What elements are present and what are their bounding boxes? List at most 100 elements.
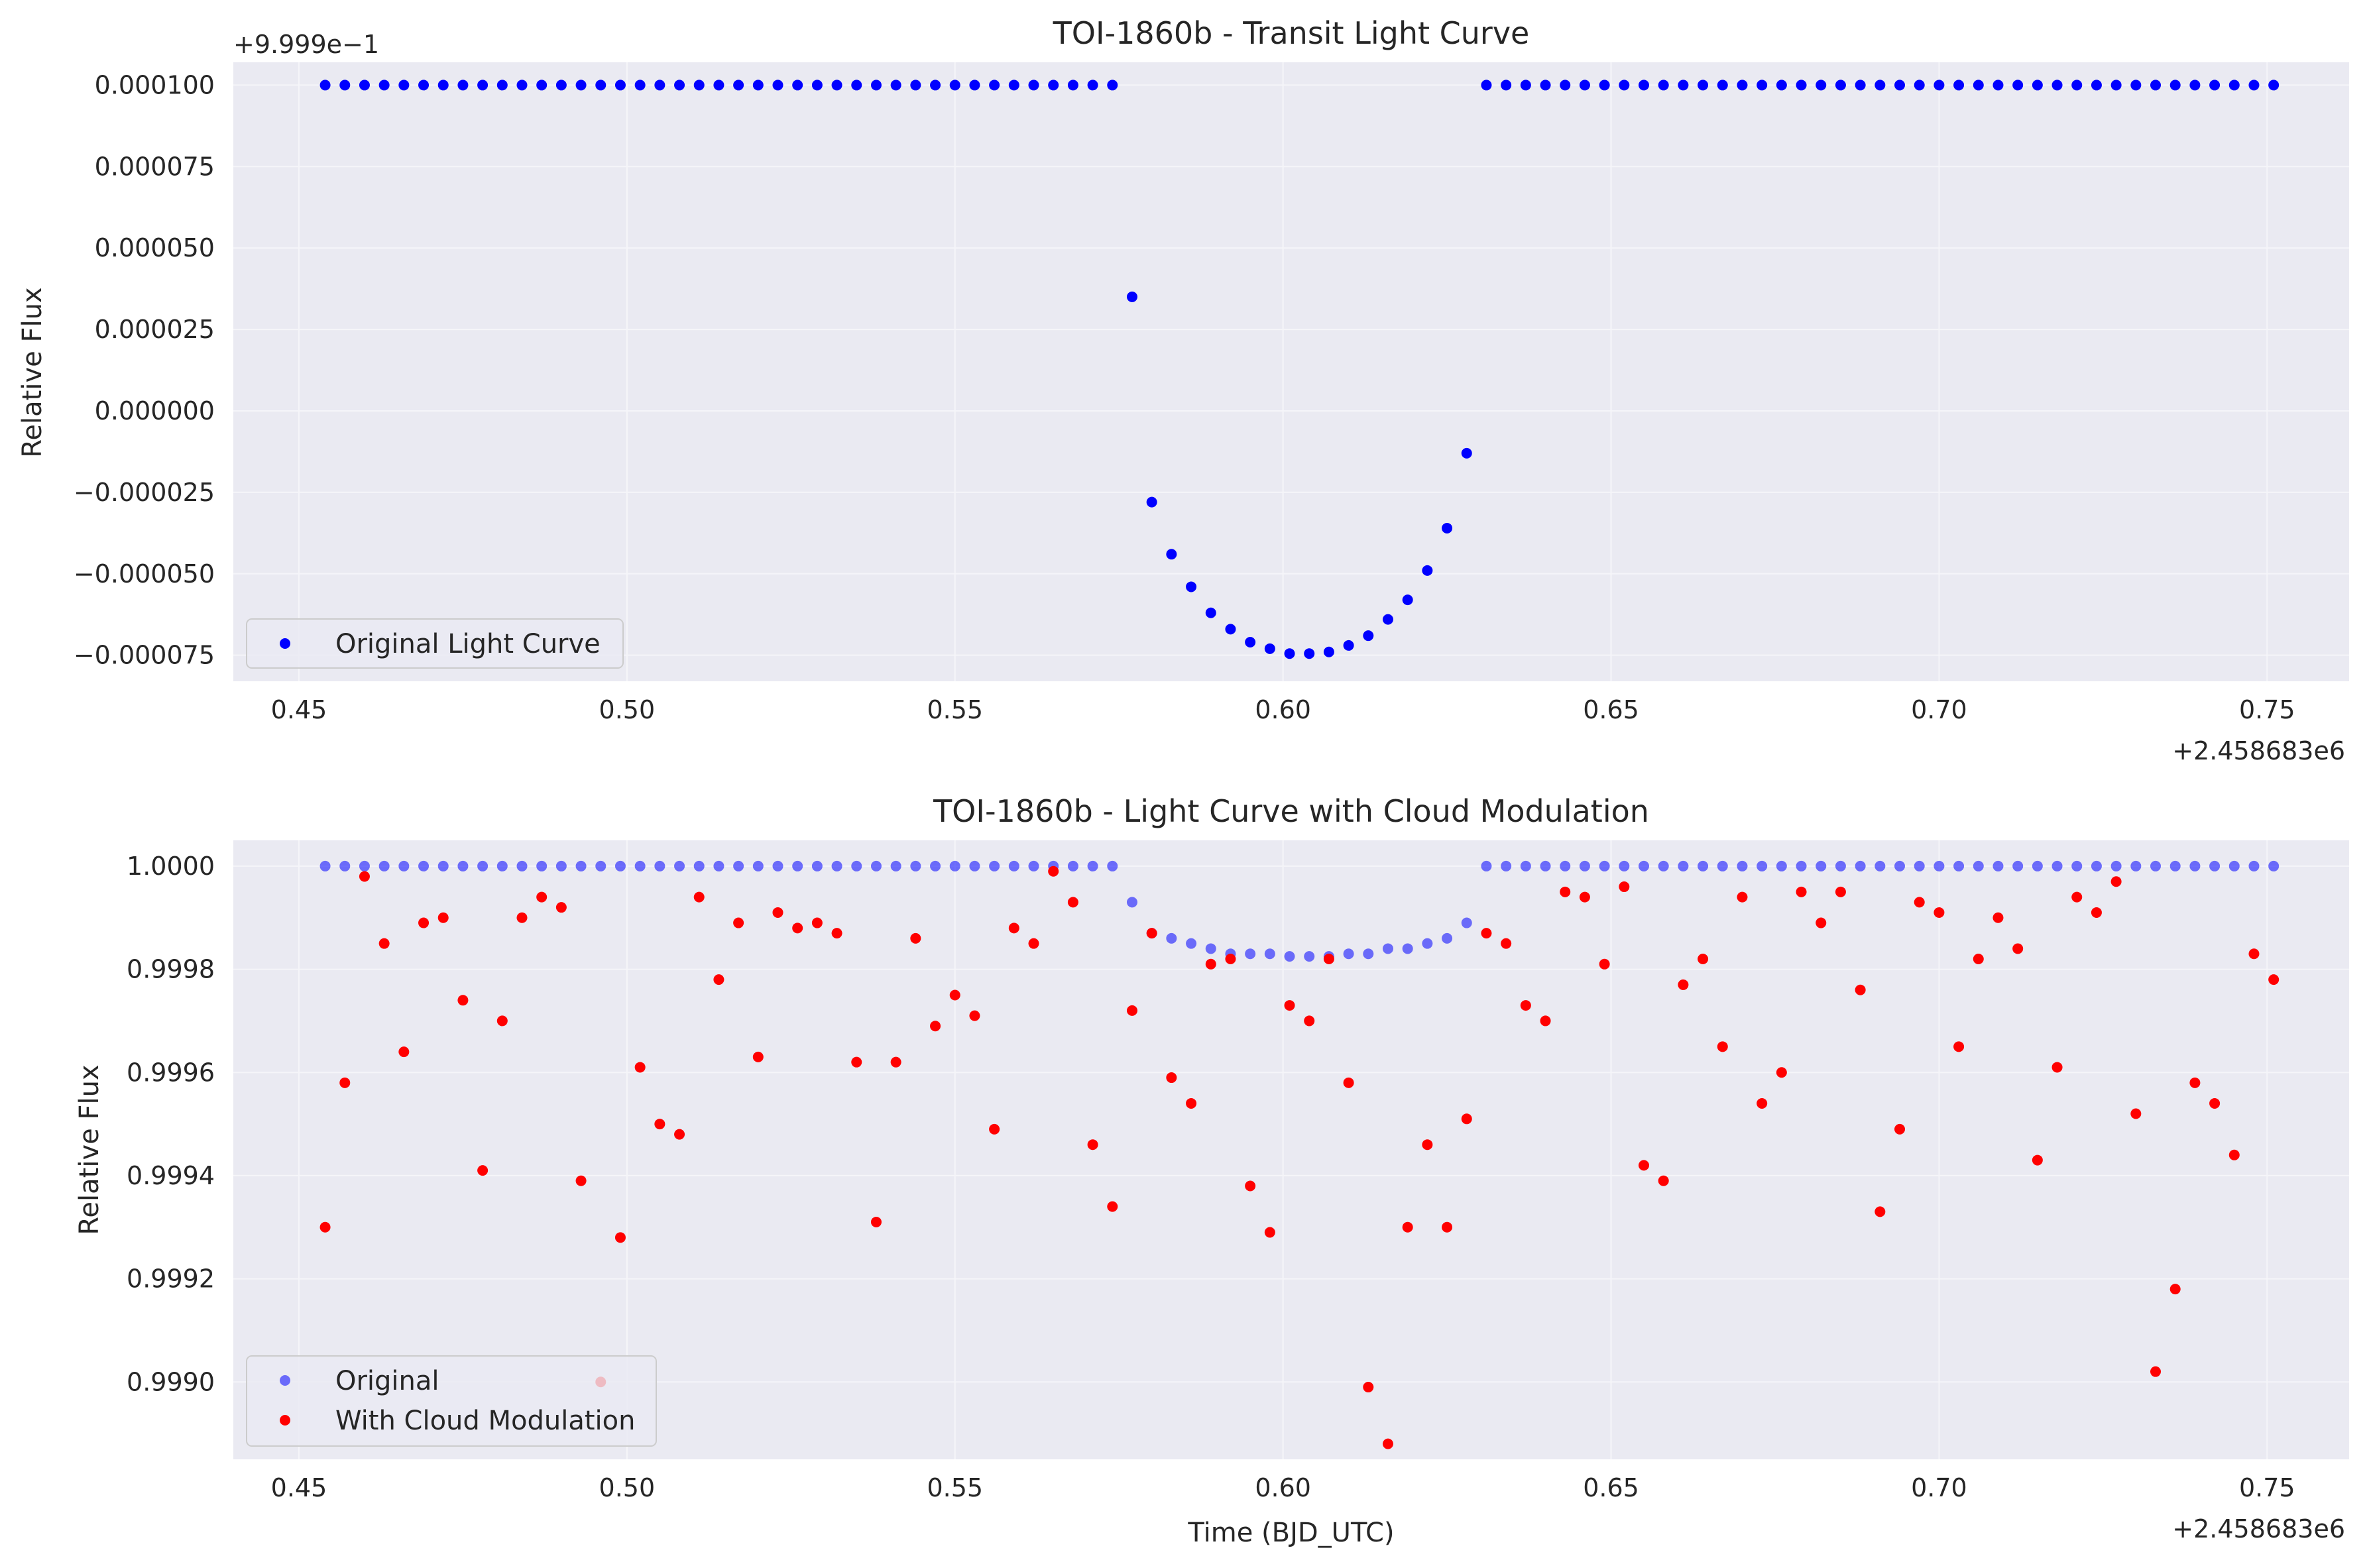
data-point — [1639, 1160, 1649, 1171]
data-point — [516, 912, 528, 923]
data-point — [831, 80, 842, 91]
data-point — [2248, 948, 2260, 960]
data-point — [1757, 1097, 1768, 1109]
data-point — [1107, 860, 1118, 871]
data-point — [831, 928, 842, 939]
data-point — [1796, 80, 1807, 91]
data-point — [1560, 860, 1571, 871]
y-tick-label: −0.000025 — [74, 478, 215, 507]
data-point — [2051, 80, 2063, 91]
y-tick-label: 0.9990 — [127, 1367, 215, 1396]
data-point — [1560, 80, 1571, 91]
data-point — [1363, 948, 1374, 960]
data-point — [1992, 912, 2004, 923]
data-point — [2189, 860, 2201, 871]
legend-marker — [280, 638, 290, 649]
data-point — [418, 80, 430, 91]
data-point — [2209, 80, 2221, 91]
data-point — [969, 80, 980, 91]
data-point — [1757, 860, 1768, 871]
data-point — [1501, 860, 1512, 871]
data-point — [1953, 1041, 1965, 1052]
data-point — [2091, 860, 2102, 871]
data-point — [1540, 1015, 1551, 1027]
data-point — [2012, 943, 2024, 954]
data-point — [1264, 1227, 1275, 1238]
data-point — [2051, 860, 2063, 871]
data-point — [398, 860, 410, 871]
data-point — [1402, 594, 1413, 606]
data-point — [772, 860, 783, 871]
data-point — [1067, 80, 1078, 91]
data-point — [339, 1077, 351, 1088]
data-point — [595, 860, 606, 871]
legend: Original With Cloud Modulation — [246, 1355, 657, 1447]
data-point — [1816, 917, 1827, 928]
data-point — [1992, 80, 2004, 91]
data-point — [1540, 860, 1551, 871]
data-point — [575, 1175, 587, 1186]
data-point — [831, 860, 842, 871]
data-point — [1934, 907, 1945, 918]
data-point — [1422, 565, 1433, 576]
data-point — [1894, 1123, 1906, 1135]
data-point — [969, 1010, 980, 1021]
data-point — [674, 860, 685, 871]
data-point — [496, 860, 508, 871]
data-point — [733, 917, 744, 928]
data-point — [772, 907, 783, 918]
data-point — [1245, 637, 1256, 648]
data-point — [811, 860, 823, 871]
data-point — [555, 80, 567, 91]
data-point — [792, 80, 803, 91]
data-point — [949, 989, 960, 1001]
data-point — [772, 80, 783, 91]
data-point — [2268, 974, 2280, 985]
data-point — [1501, 80, 1512, 91]
data-point — [733, 860, 744, 871]
data-point — [851, 80, 862, 91]
data-point — [634, 1062, 646, 1073]
data-point — [2228, 80, 2240, 91]
data-point — [969, 860, 980, 871]
data-point — [1166, 932, 1177, 944]
data-point — [2071, 80, 2083, 91]
data-point — [575, 80, 587, 91]
data-point — [1776, 1067, 1787, 1078]
data-point — [1225, 624, 1236, 635]
data-point — [1520, 80, 1531, 91]
x-tick-label: 0.55 — [927, 695, 983, 724]
data-point — [2091, 80, 2102, 91]
data-point — [1914, 860, 1925, 871]
y-tick-label: 0.000100 — [95, 70, 215, 99]
data-point — [378, 938, 390, 949]
data-point — [2130, 860, 2142, 871]
y-offset-label: +9.999e−1 — [233, 30, 379, 59]
data-point — [1363, 630, 1374, 642]
data-point — [1146, 928, 1157, 939]
data-point — [457, 995, 469, 1006]
data-point — [1481, 928, 1492, 939]
data-point — [2169, 1284, 2181, 1295]
data-point — [1894, 860, 1906, 871]
data-point — [752, 80, 764, 91]
x-tick-label: 0.75 — [2239, 1473, 2295, 1502]
series-original-light-curve — [319, 80, 2280, 659]
data-point — [1875, 1206, 1886, 1217]
data-point — [1323, 646, 1334, 657]
data-point — [693, 891, 705, 903]
plot-layer: 0.45 0.50 0.55 0.60 0.65 0.70 0.75 −0.000075 −0.… — [74, 62, 2349, 724]
legend-frame — [246, 1355, 657, 1447]
x-tick-label: 0.70 — [1911, 695, 1967, 724]
data-point — [319, 860, 331, 871]
data-point — [477, 860, 489, 871]
data-point — [1934, 80, 1945, 91]
legend-label: Original — [335, 1366, 439, 1396]
legend-marker — [280, 1415, 290, 1426]
data-point — [418, 860, 430, 871]
data-point — [2150, 860, 2162, 871]
data-point — [1481, 80, 1492, 91]
data-point — [1166, 549, 1177, 560]
data-point — [2130, 80, 2142, 91]
